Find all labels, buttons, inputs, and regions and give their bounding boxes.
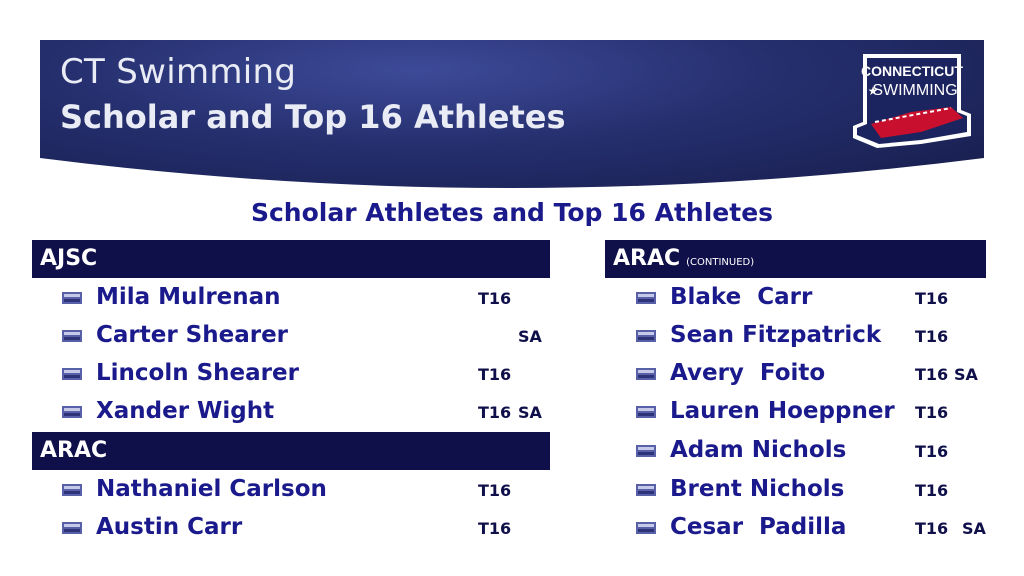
athlete-row: Austin Carr T16 [62,513,550,543]
swimmer-bullet-icon [636,406,656,418]
athlete-name: Blake Carr [670,284,813,310]
swimmer-bullet-icon [636,445,656,457]
star-icon: ★ [868,84,879,98]
athlete-row: Avery Foito T16 SA [636,359,986,389]
athlete-row: Nathaniel Carlson T16 [62,475,550,505]
athlete-row: Cesar Padilla T16 SA [636,513,986,543]
t16-badge: T16 [478,289,512,308]
athlete-name: Carter Shearer [96,322,289,348]
logo-line1: CONNECTICUT [861,63,963,79]
athlete-row: Carter Shearer SA [62,321,550,351]
athlete-row: Brent Nichols T16 [636,475,986,505]
t16-badge: T16 [915,442,949,461]
t16-badge: T16 [478,481,512,500]
swimmer-bullet-icon [636,292,656,304]
swimmer-bullet-icon [636,484,656,496]
team-header-ajsc: AJSC [32,240,550,278]
athlete-row: Lincoln Shearer T16 [62,359,550,389]
athlete-name: Lauren Hoeppner [670,398,895,424]
t16-badge: T16 [915,365,949,384]
athlete-name: Lincoln Shearer [96,360,299,386]
athlete-row: Xander Wight T16 SA [62,397,550,427]
sa-badge: SA [518,327,542,346]
t16-badge: T16 [478,519,512,538]
swimmer-bullet-icon [62,484,82,496]
swimmer-bullet-icon [636,522,656,534]
team-header-arac-continued: ARAC (CONTINUED) [605,240,986,278]
swimmer-bullet-icon [62,368,82,380]
sa-badge: SA [954,365,978,384]
team-header-title: ARAC [613,246,681,271]
header-banner [40,40,984,190]
page-title: CT Swimming [60,52,297,92]
swimmer-bullet-icon [636,368,656,380]
athlete-name: Adam Nichols [670,437,847,463]
swimmer-bullet-icon [636,330,656,342]
athlete-row: Sean Fitzpatrick T16 [636,321,986,351]
sa-badge: SA [962,519,986,538]
page-subtitle: Scholar and Top 16 Athletes [60,98,566,136]
athlete-name: Sean Fitzpatrick [670,322,882,348]
athlete-name: Avery Foito [670,360,826,386]
athlete-row: Mila Mulrenan T16 [62,283,550,313]
t16-badge: T16 [478,365,512,384]
t16-badge: T16 [478,403,512,422]
sa-badge: SA [518,403,542,422]
athlete-name: Austin Carr [96,514,243,540]
swimmer-bullet-icon [62,330,82,342]
t16-badge: T16 [915,403,949,422]
athlete-name: Nathaniel Carlson [96,476,327,502]
athlete-name: Brent Nichols [670,476,845,502]
section-subtitle: Scholar Athletes and Top 16 Athletes [250,198,774,227]
athlete-row: Blake Carr T16 [636,283,986,313]
t16-badge: T16 [915,519,949,538]
athlete-name: Xander Wight [96,398,275,424]
athlete-row: Lauren Hoeppner T16 [636,397,986,427]
logo-line2: SWIMMING [872,82,957,99]
athlete-name: Cesar Padilla [670,514,847,540]
connecticut-swimming-logo: CONNECTICUT SWIMMING ★ [853,54,971,148]
t16-badge: T16 [915,289,949,308]
athlete-name: Mila Mulrenan [96,284,281,310]
swimmer-bullet-icon [62,522,82,534]
swimmer-bullet-icon [62,292,82,304]
continued-note: (CONTINUED) [686,257,755,268]
t16-badge: T16 [915,481,949,500]
athlete-row: Adam Nichols T16 [636,436,986,466]
t16-badge: T16 [915,327,949,346]
swimmer-bullet-icon [62,406,82,418]
team-header-arac: ARAC [32,432,550,470]
